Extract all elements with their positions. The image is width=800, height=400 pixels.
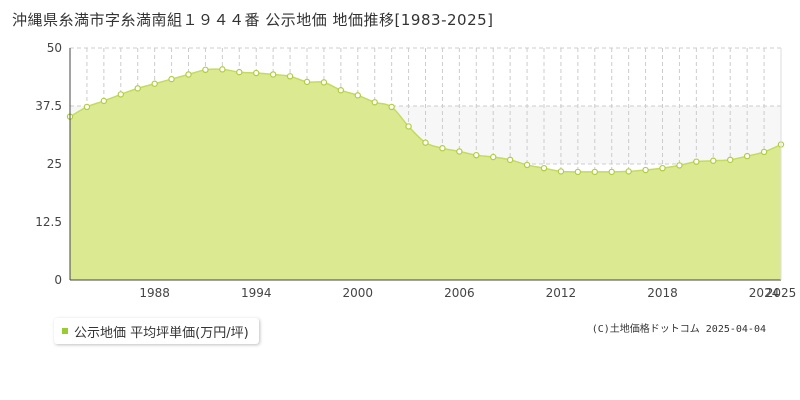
data-point <box>422 139 429 146</box>
data-point <box>439 145 446 152</box>
data-point <box>625 168 632 175</box>
data-point <box>608 168 615 176</box>
data-point <box>456 148 463 155</box>
x-tick-label: 2006 <box>444 286 475 300</box>
data-point <box>659 164 666 172</box>
data-point <box>117 91 124 98</box>
legend-marker <box>62 328 68 334</box>
data-point <box>134 85 141 92</box>
y-tick-labels: 0 12.5 25 37.5 50 <box>35 41 62 287</box>
copyright-credit: (C)土地価格ドットコム 2025-04-04 <box>591 324 766 335</box>
x-tick-label: 1994 <box>241 286 272 300</box>
y-tick-label: 0 <box>54 273 62 287</box>
data-point <box>727 156 734 164</box>
data-point <box>557 168 565 175</box>
data-point <box>269 71 277 78</box>
data-point <box>574 168 582 176</box>
data-point <box>236 68 243 76</box>
data-point <box>506 156 514 164</box>
data-point <box>760 148 768 156</box>
y-tick-label: 12.5 <box>35 215 62 229</box>
y-tick-label: 37.5 <box>35 99 62 113</box>
data-point <box>303 78 311 86</box>
data-point <box>523 161 531 169</box>
x-tick-label: 2024 <box>749 286 780 300</box>
data-point <box>100 97 108 105</box>
data-point <box>168 75 175 83</box>
x-tick-label: 2012 <box>546 286 577 300</box>
data-point <box>202 66 209 74</box>
data-point <box>540 164 548 172</box>
x-tick-label: 2018 <box>647 286 678 300</box>
data-point <box>676 162 683 169</box>
data-point <box>219 66 226 73</box>
y-tick-label: 50 <box>47 41 62 55</box>
data-point <box>642 166 649 174</box>
y-tick-label: 25 <box>47 157 62 171</box>
data-point <box>693 158 700 165</box>
data-point <box>473 151 480 159</box>
x-tick-label: 2025 <box>766 286 797 300</box>
data-point <box>354 92 361 99</box>
axes <box>69 48 782 281</box>
data-point <box>743 152 751 160</box>
chart-title: 沖縄県糸満市字糸満南組１９４４番 公示地価 地価推移[1983-2025] <box>12 11 494 29</box>
data-point <box>185 71 192 78</box>
data-points <box>66 66 785 176</box>
chart-legend: 公示地価 平均坪単価(万円/坪) <box>54 318 259 344</box>
series-area <box>70 69 781 281</box>
data-point <box>151 80 158 87</box>
data-point <box>253 69 260 77</box>
data-point <box>371 99 378 106</box>
data-point <box>388 103 395 111</box>
data-point <box>320 79 328 86</box>
data-point <box>337 87 345 94</box>
x-tick-label: 1988 <box>139 286 170 300</box>
data-point <box>490 153 497 161</box>
data-point <box>405 123 412 130</box>
data-point <box>710 157 717 164</box>
x-tick-label: 2000 <box>343 286 374 300</box>
data-point <box>591 168 598 176</box>
data-point <box>83 103 91 111</box>
data-point <box>286 73 294 80</box>
legend-label: 公示地価 平均坪単価(万円/坪) <box>74 325 249 341</box>
